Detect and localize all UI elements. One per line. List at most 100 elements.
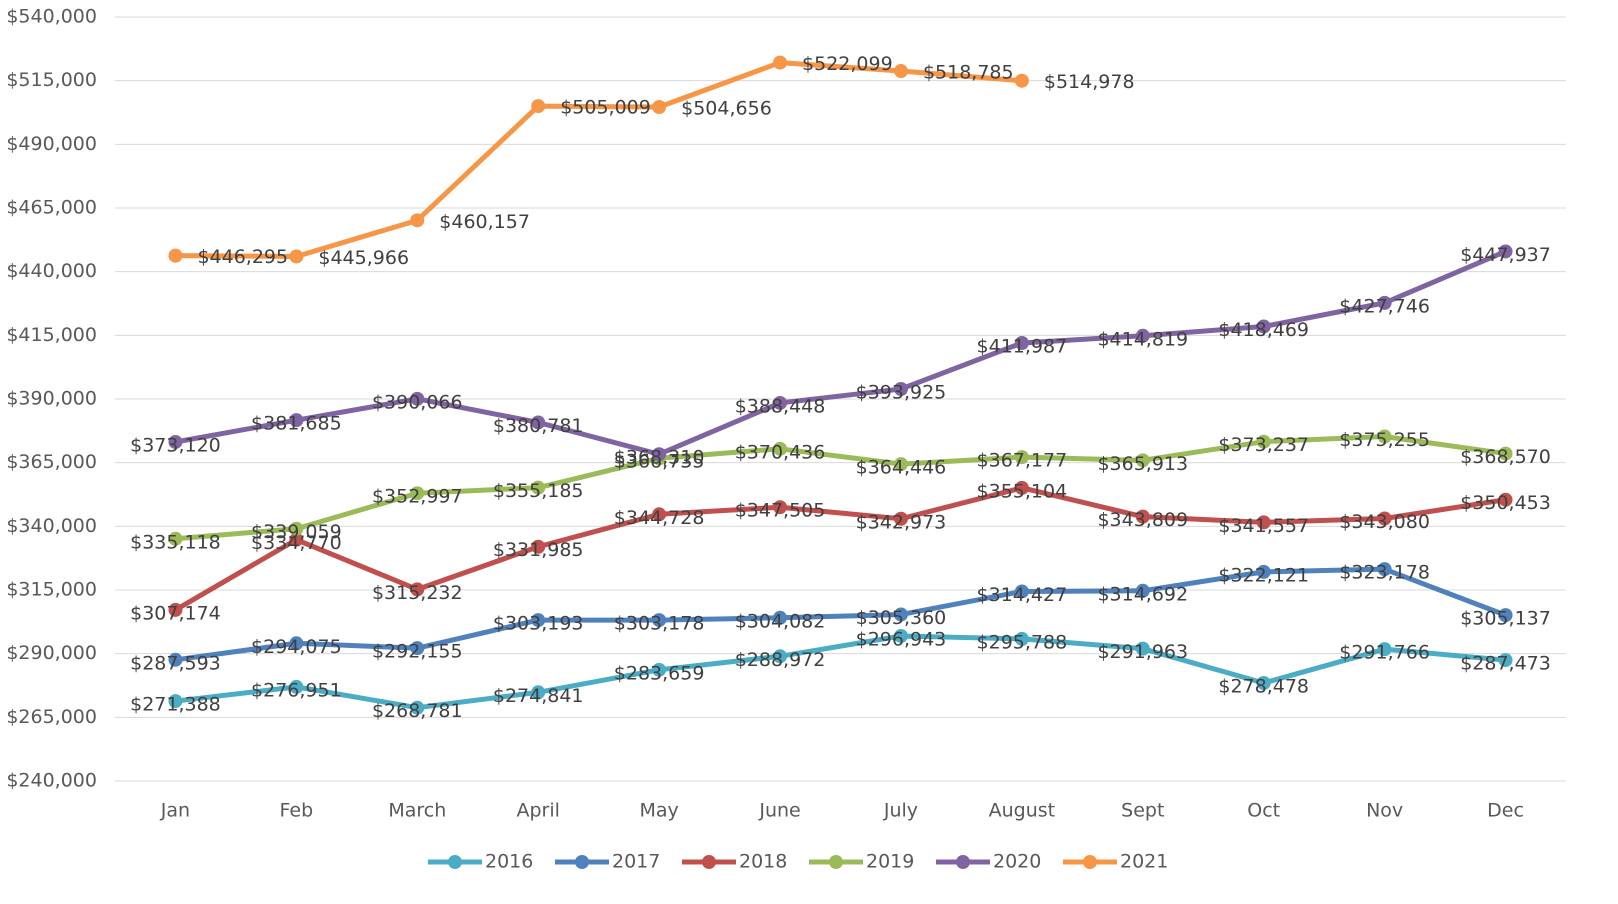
data-point bbox=[773, 500, 788, 515]
data-point bbox=[168, 434, 183, 449]
x-tick-label: Nov bbox=[1366, 800, 1403, 822]
data-point bbox=[1377, 642, 1392, 657]
legend-label: 2019 bbox=[866, 851, 914, 873]
data-label: $518,785 bbox=[923, 62, 1014, 84]
data-point bbox=[893, 511, 908, 526]
data-label: $373,120 bbox=[130, 434, 221, 456]
legend-marker bbox=[1083, 855, 1097, 869]
data-label: $294,075 bbox=[251, 636, 342, 658]
data-point bbox=[773, 441, 788, 456]
data-label: $445,966 bbox=[318, 247, 409, 269]
data-point bbox=[893, 628, 908, 643]
data-label: $364,446 bbox=[856, 457, 947, 479]
x-tick-label: Oct bbox=[1247, 800, 1280, 822]
data-label: $291,766 bbox=[1339, 642, 1430, 664]
data-point bbox=[1014, 480, 1029, 495]
x-tick-label: Jan bbox=[160, 800, 190, 822]
data-point bbox=[410, 641, 425, 656]
series-line bbox=[175, 566, 1507, 663]
data-label: $303,178 bbox=[614, 613, 705, 635]
data-point bbox=[773, 55, 788, 70]
data-point bbox=[652, 100, 667, 115]
data-point bbox=[410, 213, 425, 228]
y-tick-label: $365,000 bbox=[6, 451, 97, 473]
data-label: $365,913 bbox=[1097, 453, 1188, 475]
data-point bbox=[1135, 583, 1150, 598]
data-label: $350,453 bbox=[1460, 492, 1551, 514]
data-point bbox=[1377, 562, 1392, 577]
data-point bbox=[410, 582, 425, 597]
data-point bbox=[410, 391, 425, 406]
data-point bbox=[168, 694, 183, 709]
data-label: $305,137 bbox=[1460, 608, 1551, 630]
data-label: $296,943 bbox=[856, 628, 947, 650]
data-point bbox=[289, 521, 304, 536]
data-label: $446,295 bbox=[197, 246, 288, 268]
data-label: $393,925 bbox=[856, 382, 947, 404]
data-point bbox=[773, 610, 788, 625]
x-tick-label: May bbox=[639, 800, 678, 822]
data-label: $305,360 bbox=[856, 607, 947, 629]
data-label: $381,685 bbox=[251, 413, 342, 435]
data-point bbox=[410, 700, 425, 715]
series-line bbox=[174, 485, 1506, 613]
series-line bbox=[175, 633, 1506, 711]
data-label: $414,819 bbox=[1097, 328, 1188, 350]
legend-marker bbox=[956, 855, 970, 869]
y-tick-label: $240,000 bbox=[6, 770, 97, 792]
data-label: $355,185 bbox=[493, 480, 584, 502]
x-tick-label: August bbox=[989, 800, 1056, 822]
data-point bbox=[893, 457, 908, 472]
data-point bbox=[1498, 608, 1513, 623]
data-point bbox=[1135, 328, 1150, 343]
data-label: $304,082 bbox=[735, 610, 826, 632]
series-line bbox=[175, 249, 1507, 457]
data-point bbox=[1256, 515, 1271, 530]
legend-label: 2016 bbox=[485, 851, 533, 873]
data-label: $514,978 bbox=[1044, 71, 1135, 93]
data-point bbox=[1377, 511, 1392, 526]
data-point bbox=[773, 649, 788, 664]
x-tick-label: April bbox=[516, 800, 559, 822]
data-point bbox=[289, 249, 304, 264]
data-label: $334,770 bbox=[251, 532, 342, 554]
x-tick-label: June bbox=[758, 800, 800, 822]
data-label: $287,593 bbox=[130, 652, 221, 674]
data-point bbox=[1014, 584, 1029, 599]
x-tick-label: March bbox=[388, 800, 446, 822]
data-point bbox=[652, 447, 667, 462]
y-tick-label: $490,000 bbox=[6, 133, 97, 155]
data-point bbox=[531, 685, 546, 700]
data-label: $307,174 bbox=[130, 602, 221, 624]
data-label: $522,099 bbox=[802, 53, 893, 75]
data-point bbox=[1256, 319, 1271, 334]
data-label: $291,963 bbox=[1097, 641, 1188, 663]
data-point bbox=[168, 602, 183, 617]
legend-label: 2018 bbox=[739, 851, 787, 873]
data-label: $427,746 bbox=[1339, 295, 1430, 317]
legend-label: 2020 bbox=[993, 851, 1041, 873]
data-label: $343,080 bbox=[1339, 511, 1430, 533]
data-point bbox=[168, 531, 183, 546]
data-point bbox=[1498, 244, 1513, 259]
data-label: $504,656 bbox=[681, 98, 772, 120]
data-point bbox=[531, 99, 546, 114]
x-tick-label: July bbox=[883, 800, 918, 822]
legend-label: 2021 bbox=[1120, 851, 1168, 873]
data-point bbox=[531, 480, 546, 495]
data-label: $368,310 bbox=[614, 447, 705, 469]
data-label: $368,570 bbox=[1460, 446, 1551, 468]
data-label: $373,237 bbox=[1218, 434, 1309, 456]
data-point bbox=[1377, 429, 1392, 444]
data-label: $342,973 bbox=[856, 511, 947, 533]
data-label: $274,841 bbox=[493, 685, 584, 707]
data-point bbox=[1498, 492, 1513, 507]
data-point bbox=[1014, 73, 1029, 88]
data-label: $276,951 bbox=[251, 679, 342, 701]
data-label: $341,557 bbox=[1218, 515, 1309, 537]
y-tick-label: $390,000 bbox=[6, 388, 97, 410]
data-label: $283,659 bbox=[614, 662, 705, 684]
data-label: $268,781 bbox=[372, 700, 463, 722]
y-tick-label: $315,000 bbox=[6, 579, 97, 601]
data-label: $505,009 bbox=[560, 97, 651, 119]
